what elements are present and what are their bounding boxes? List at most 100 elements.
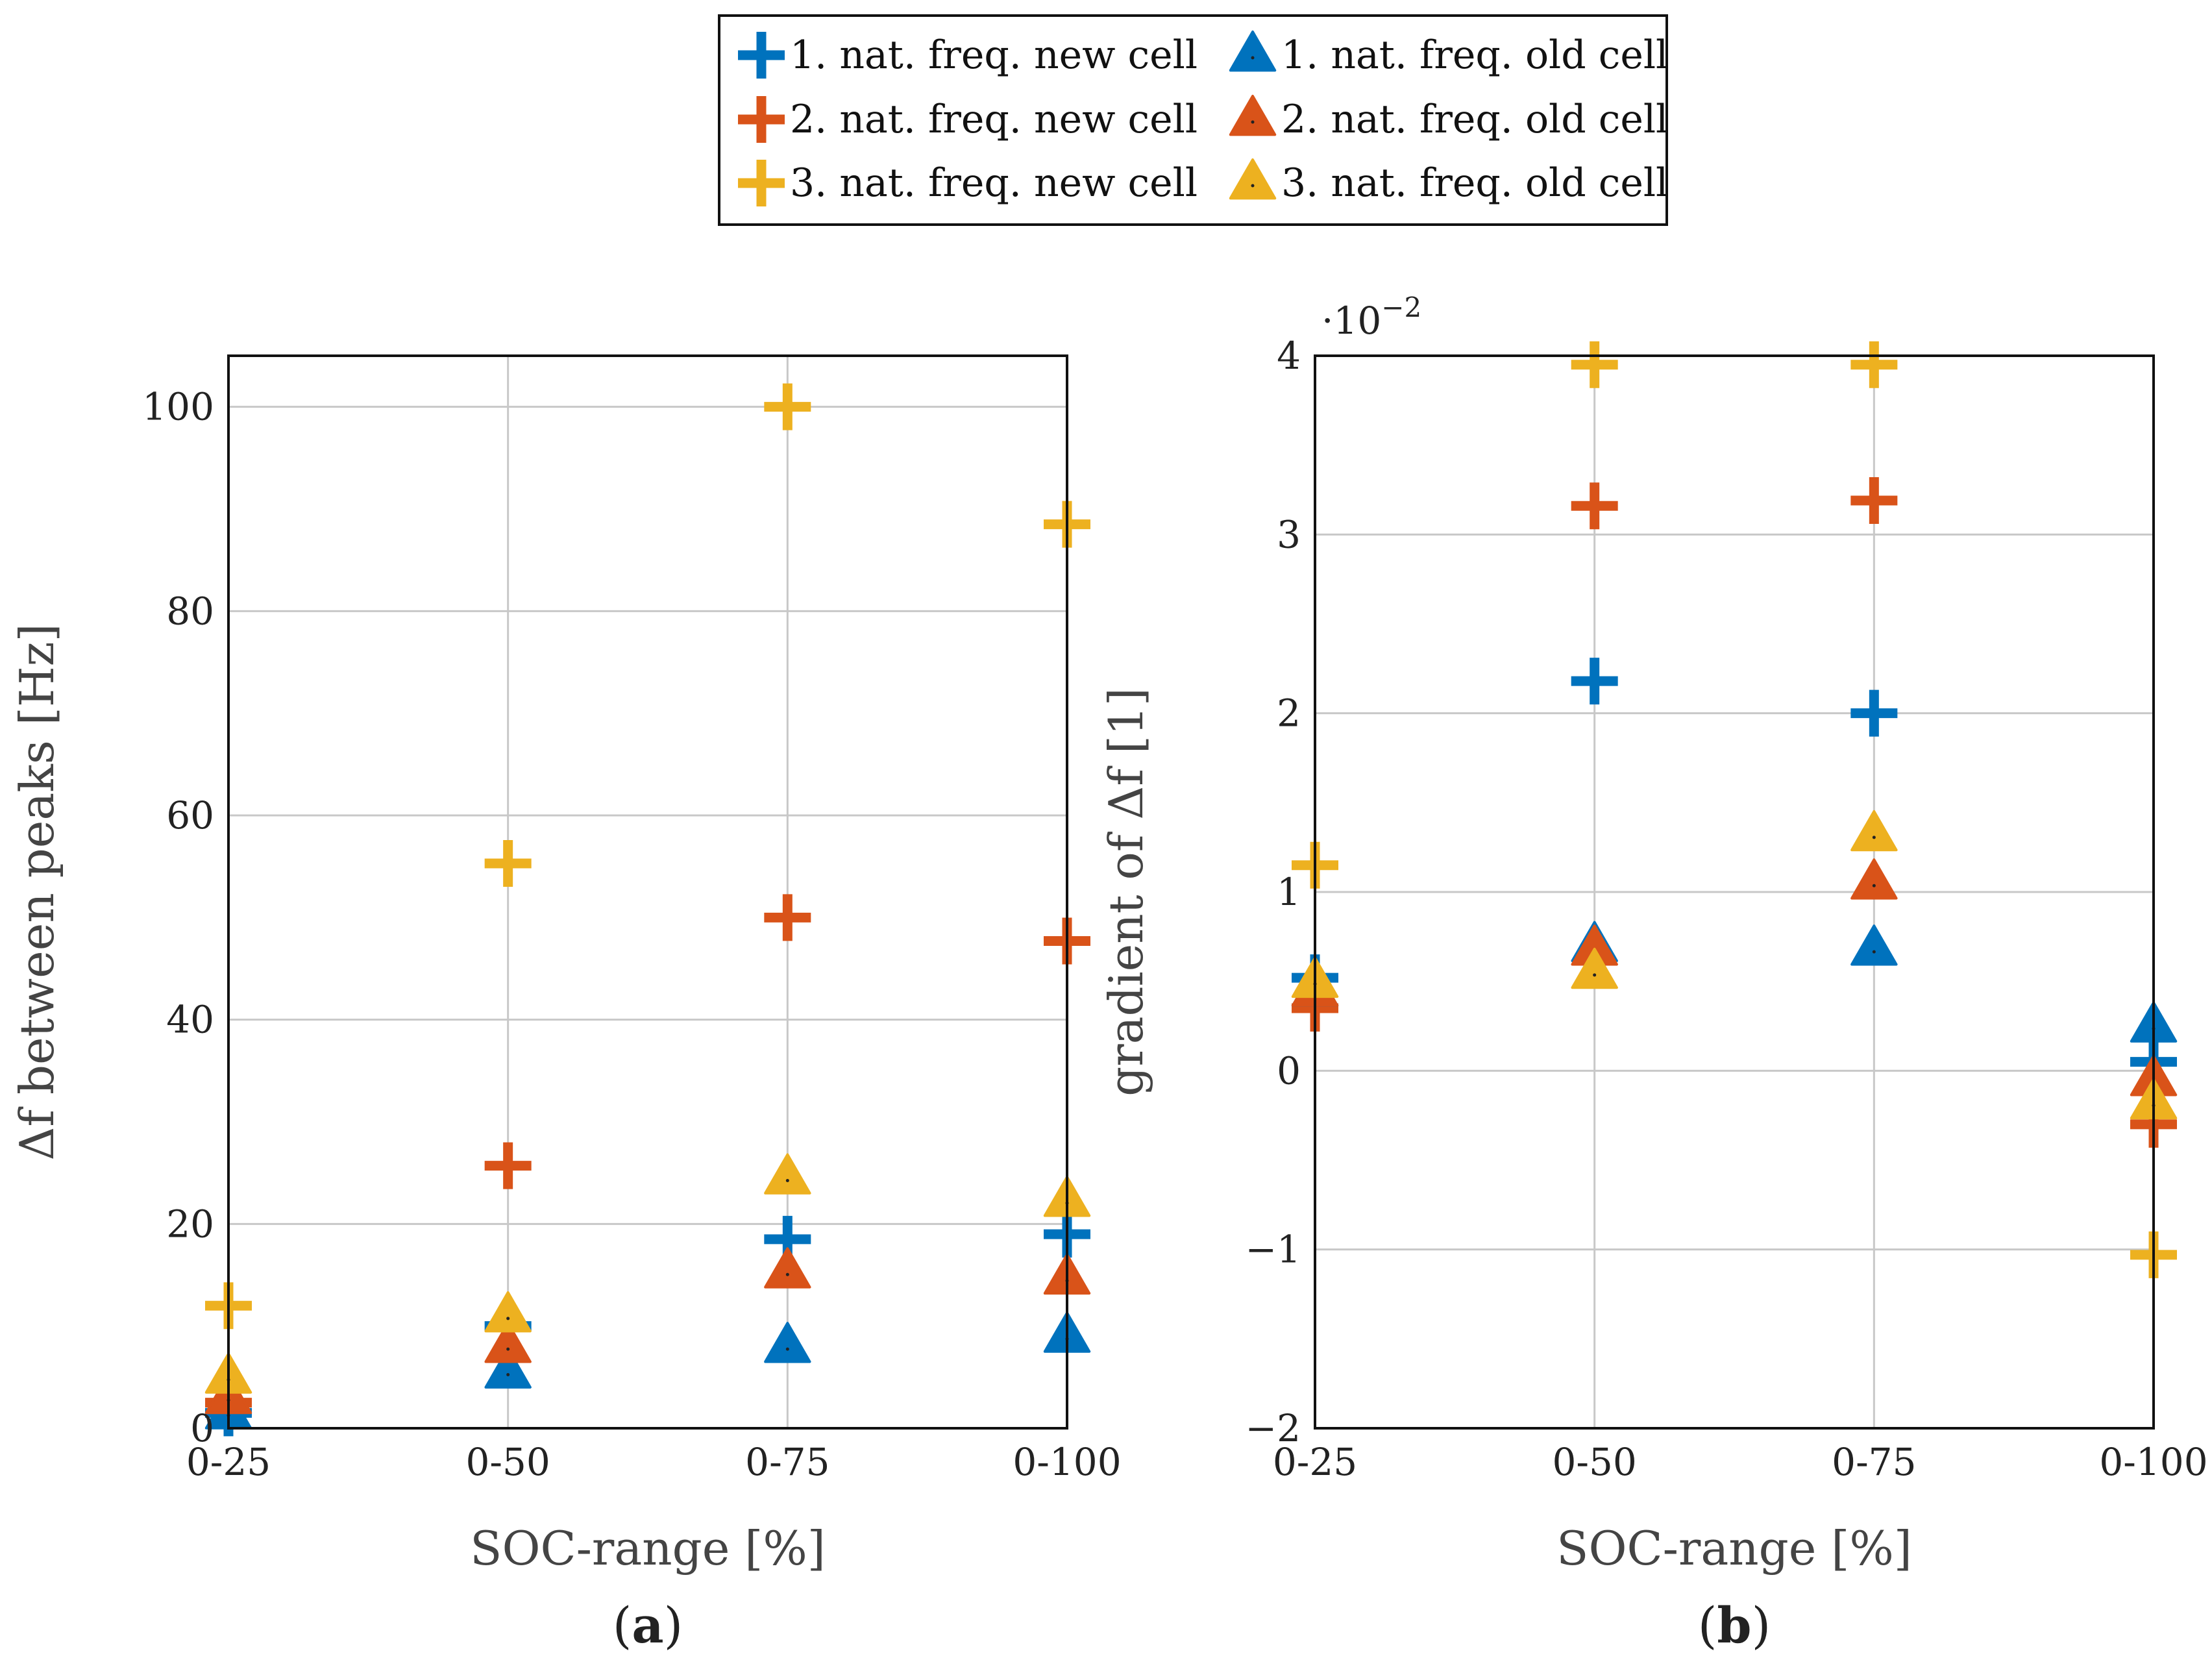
- legend-triangle-marker: [1229, 158, 1277, 200]
- panel-a-marks: [204, 383, 1091, 1437]
- legend: 1. nat. freq. new cell 2. nat. freq. new …: [718, 14, 1668, 226]
- plus-data-point: [1850, 477, 1898, 525]
- x-tick-label: 0-50: [1553, 1440, 1637, 1484]
- triangle-marker-center: [785, 1179, 789, 1183]
- panel-b-grid: [1315, 356, 2154, 1428]
- triangle-marker-center: [1593, 973, 1597, 977]
- legend-entry: 2. nat. freq. old cell: [1229, 95, 1668, 142]
- triangle-data-point: [764, 1247, 811, 1289]
- legend-label: 1. nat. freq. new cell: [790, 32, 1198, 78]
- legend-label: 2. nat. freq. new cell: [790, 97, 1198, 142]
- x-tick-label: 0-100: [1013, 1440, 1121, 1484]
- x-tick-label: 0-75: [1832, 1440, 1916, 1484]
- legend-label: 2. nat. freq. old cell: [1281, 97, 1668, 142]
- triangle-marker-shape: [484, 1347, 532, 1389]
- plus-data-point: [1571, 341, 1618, 388]
- triangle-marker-shape: [1229, 95, 1277, 136]
- legend-label: 1. nat. freq. old cell: [1281, 32, 1668, 78]
- plus-data-point: [484, 839, 532, 887]
- panel-b-y-ticks: −2 −1 0 1 2 3 4: [1246, 334, 1301, 1450]
- plus-data-point: [1850, 689, 1898, 737]
- y-tick-label: 3: [1277, 512, 1301, 556]
- triangle-data-point: [484, 1291, 532, 1333]
- y-tick-label: −2: [1246, 1406, 1301, 1450]
- triangle-marker-center: [785, 1272, 789, 1276]
- legend-plus-marker: [738, 96, 785, 143]
- triangle-marker-shape: [764, 1247, 811, 1289]
- y-tick-label: 40: [166, 998, 214, 1042]
- legend-box: [718, 14, 1668, 226]
- plus-data-point: [1850, 341, 1898, 388]
- triangle-data-point: [1571, 947, 1618, 989]
- triangle-marker-shape: [1850, 924, 1898, 966]
- y-tick-label: 0: [190, 1406, 214, 1450]
- plus-data-point: [764, 894, 811, 941]
- triangle-marker-center: [506, 1372, 510, 1376]
- triangle-data-point: [1850, 810, 1898, 852]
- y-tick-label: 1: [1277, 870, 1301, 914]
- plus-data-point: [764, 383, 811, 430]
- y-tick-label: 0: [1277, 1048, 1301, 1093]
- x-tick-label: 0-50: [466, 1440, 550, 1484]
- x-tick-label: 0-75: [745, 1440, 830, 1484]
- triangle-marker-shape: [484, 1291, 532, 1333]
- triangle-marker-shape: [1850, 858, 1898, 900]
- panel-b-scale-label: ·10−2: [1321, 291, 1421, 343]
- triangle-marker-center: [1872, 884, 1876, 887]
- triangle-marker-center: [506, 1347, 510, 1351]
- panel-b-scale-base: ·10: [1321, 299, 1381, 343]
- panel-a-y-axis-label: Δf between peaks [Hz]: [10, 623, 64, 1160]
- triangle-marker-center: [506, 1317, 510, 1320]
- triangle-marker-shape: [764, 1153, 811, 1195]
- triangle-marker-shape: [484, 1322, 532, 1363]
- panel-b-scale-exponent: −2: [1381, 291, 1421, 323]
- panel-a-frame: [227, 354, 1068, 1430]
- triangle-marker-center: [1251, 56, 1255, 60]
- panel-a-y-ticks: 0 20 40 60 80 100: [142, 385, 214, 1450]
- legend-entry: 1. nat. freq. new cell: [738, 32, 1198, 79]
- legend-entry: 1. nat. freq. old cell: [1229, 31, 1668, 78]
- triangle-marker-center: [1872, 950, 1876, 954]
- y-tick-label: 2: [1277, 691, 1301, 736]
- triangle-data-point: [484, 1347, 532, 1389]
- y-tick-label: 4: [1277, 334, 1301, 378]
- panel-b-frame: [1314, 354, 2155, 1430]
- y-tick-label: −1: [1246, 1228, 1301, 1272]
- triangle-data-point: [1850, 924, 1898, 966]
- legend-plus-marker: [738, 160, 785, 206]
- panel-b-x-ticks: 0-25 0-50 0-75 0-100: [1273, 1440, 2208, 1484]
- legend-entries: 1. nat. freq. new cell 2. nat. freq. new …: [738, 31, 1668, 206]
- plus-data-point: [1571, 482, 1618, 530]
- triangle-marker-center: [1251, 184, 1255, 188]
- panel-a-grid: [228, 356, 1067, 1428]
- panel-b-caption-letter: b: [1717, 1596, 1751, 1654]
- panel-a-x-axis-label: SOC-range [%]: [470, 1521, 826, 1576]
- triangle-data-point: [1850, 858, 1898, 900]
- panel-b-caption: (b): [1698, 1596, 1771, 1654]
- triangle-marker-center: [1251, 120, 1255, 124]
- panel-a: 0 20 40 60 80 100 0-25 0-50 0-75 0-100 SOC-range…: [10, 354, 1122, 1654]
- legend-triangle-marker: [1229, 31, 1277, 72]
- panel-a-caption: (a): [613, 1596, 683, 1654]
- plus-data-point: [1571, 658, 1618, 705]
- y-tick-label: 20: [166, 1202, 214, 1246]
- legend-entry: 2. nat. freq. new cell: [738, 96, 1198, 143]
- x-tick-label: 0-100: [2099, 1440, 2207, 1484]
- triangle-marker-shape: [1571, 947, 1618, 989]
- legend-triangle-marker: [1229, 95, 1277, 136]
- plus-data-point: [484, 1142, 532, 1189]
- triangle-marker-center: [785, 1347, 789, 1351]
- triangle-marker-center: [1872, 836, 1876, 839]
- triangle-data-point: [484, 1322, 532, 1363]
- triangle-marker-shape: [1229, 158, 1277, 200]
- legend-label: 3. nat. freq. new cell: [790, 160, 1198, 206]
- x-tick-label: 0-25: [1273, 1440, 1357, 1484]
- panel-a-caption-letter: a: [632, 1596, 663, 1654]
- triangle-data-point: [764, 1322, 811, 1363]
- panel-b-y-axis-label: gradient of Δf [1]: [1099, 688, 1153, 1096]
- panel-a-x-ticks: 0-25 0-50 0-75 0-100: [186, 1440, 1122, 1484]
- triangle-marker-shape: [764, 1322, 811, 1363]
- triangle-marker-shape: [1229, 31, 1277, 72]
